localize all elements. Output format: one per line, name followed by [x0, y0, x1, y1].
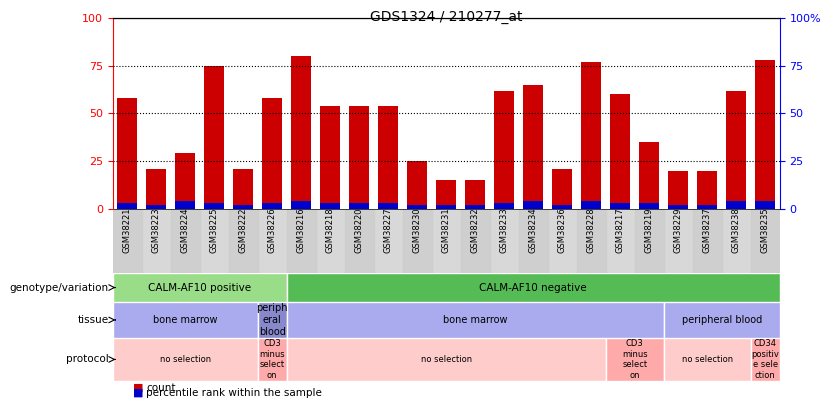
Bar — [755, 201, 776, 209]
Text: tissue: tissue — [78, 315, 108, 325]
Bar — [460, 209, 490, 273]
Text: no selection: no selection — [159, 355, 211, 364]
Bar — [287, 273, 780, 302]
Bar — [113, 209, 142, 273]
Bar — [407, 161, 427, 209]
Text: ■: ■ — [133, 388, 144, 398]
Bar — [726, 91, 746, 209]
Bar — [403, 209, 432, 273]
Bar — [320, 106, 340, 209]
Text: count: count — [146, 383, 175, 392]
Text: CD34
positiv
e sele
ction: CD34 positiv e sele ction — [751, 339, 779, 379]
Bar — [233, 205, 254, 209]
Bar — [233, 168, 254, 209]
Bar — [407, 205, 427, 209]
Bar — [755, 60, 776, 209]
Bar — [523, 201, 544, 209]
Text: bone marrow: bone marrow — [153, 315, 218, 325]
Bar — [436, 205, 456, 209]
Text: no selection: no selection — [681, 355, 733, 364]
Bar — [726, 201, 746, 209]
Text: CD3
minus
select
on: CD3 minus select on — [259, 339, 285, 379]
Bar — [287, 209, 315, 273]
Bar — [204, 66, 224, 209]
Bar — [494, 91, 515, 209]
Bar — [581, 62, 601, 209]
Bar — [287, 338, 605, 381]
Bar — [697, 205, 717, 209]
Bar — [146, 205, 166, 209]
Text: CALM-AF10 positive: CALM-AF10 positive — [148, 283, 251, 292]
Bar — [287, 302, 664, 338]
Bar — [344, 209, 374, 273]
Text: percentile rank within the sample: percentile rank within the sample — [146, 388, 322, 398]
Bar — [664, 302, 780, 338]
Bar — [291, 56, 311, 209]
Bar — [113, 273, 287, 302]
Bar — [117, 203, 138, 209]
Bar — [258, 338, 287, 381]
Bar — [639, 142, 660, 209]
Bar — [610, 94, 631, 209]
Bar — [146, 168, 166, 209]
Text: genotype/variation: genotype/variation — [9, 283, 108, 292]
Bar — [378, 203, 399, 209]
Text: GDS1324 / 210277_at: GDS1324 / 210277_at — [370, 10, 522, 24]
Bar — [349, 203, 369, 209]
Bar — [229, 209, 258, 273]
Bar — [171, 209, 199, 273]
Bar — [378, 106, 399, 209]
Bar — [117, 98, 138, 209]
Bar — [668, 205, 688, 209]
Bar — [258, 302, 287, 338]
Text: peripheral blood: peripheral blood — [681, 315, 762, 325]
Bar — [581, 201, 601, 209]
Bar — [751, 209, 780, 273]
Bar — [577, 209, 605, 273]
Bar — [262, 203, 282, 209]
Bar — [639, 203, 660, 209]
Bar — [552, 168, 572, 209]
Text: no selection: no selection — [420, 355, 472, 364]
Bar — [610, 203, 631, 209]
Text: ■: ■ — [133, 383, 144, 392]
Bar — [320, 203, 340, 209]
Text: CALM-AF10 negative: CALM-AF10 negative — [480, 283, 587, 292]
Bar — [494, 203, 515, 209]
Bar — [349, 106, 369, 209]
Text: periph
eral
blood: periph eral blood — [256, 303, 288, 337]
Bar — [552, 205, 572, 209]
Bar — [519, 209, 548, 273]
Bar — [697, 171, 717, 209]
Bar — [668, 171, 688, 209]
Bar — [204, 203, 224, 209]
Bar — [262, 98, 282, 209]
Bar — [664, 338, 751, 381]
Bar — [523, 85, 544, 209]
Bar — [751, 338, 780, 381]
Bar — [605, 338, 664, 381]
Bar — [175, 153, 195, 209]
Text: protocol: protocol — [66, 354, 108, 364]
Bar — [436, 180, 456, 209]
Bar — [113, 302, 258, 338]
Bar — [175, 201, 195, 209]
Bar — [465, 205, 485, 209]
Bar — [465, 180, 485, 209]
Bar — [291, 201, 311, 209]
Bar — [693, 209, 721, 273]
Text: bone marrow: bone marrow — [443, 315, 507, 325]
Bar — [113, 338, 258, 381]
Bar — [635, 209, 664, 273]
Text: CD3
minus
select
on: CD3 minus select on — [622, 339, 647, 379]
